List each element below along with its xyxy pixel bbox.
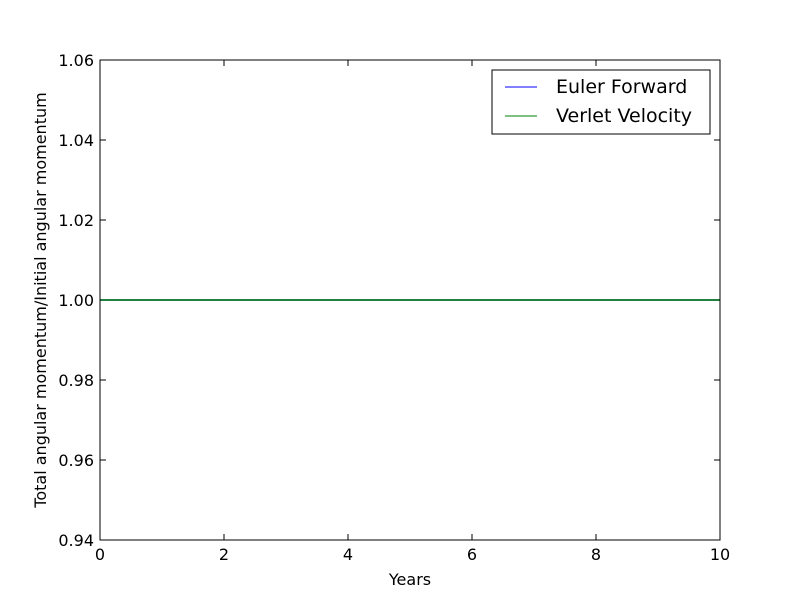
x-tick-label: 2 bbox=[219, 545, 229, 564]
x-tick-label: 8 bbox=[591, 545, 601, 564]
x-tick-label: 10 bbox=[710, 545, 730, 564]
y-tick-label: 0.96 bbox=[58, 451, 94, 470]
legend-label-verlet-velocity: Verlet Velocity bbox=[556, 105, 692, 127]
legend-label-euler-forward: Euler Forward bbox=[556, 76, 687, 98]
x-tick-label: 6 bbox=[467, 545, 477, 564]
axes-frame bbox=[99, 59, 721, 541]
y-tick-label: 1.06 bbox=[58, 51, 94, 70]
y-tick-label: 1.02 bbox=[58, 211, 94, 230]
x-tick-label: 0 bbox=[95, 545, 105, 564]
y-tick-label: 1.04 bbox=[58, 131, 94, 150]
y-tick-label: 0.98 bbox=[58, 371, 94, 390]
y-tick-label: 0.94 bbox=[58, 531, 94, 550]
x-tick-label: 4 bbox=[343, 545, 353, 564]
y-tick-label: 1.00 bbox=[58, 291, 94, 310]
y-axis-label: Total angular momentum/Initial angular m… bbox=[31, 92, 50, 508]
x-axis-label: Years bbox=[388, 570, 431, 589]
legend-box bbox=[491, 69, 711, 135]
legend: Euler Forward Verlet Velocity bbox=[491, 69, 711, 135]
axis-tick-labels: 0 2 4 6 8 10 0.94 0.96 0.98 1.00 1.02 1.04 1.06 bbox=[58, 51, 730, 564]
